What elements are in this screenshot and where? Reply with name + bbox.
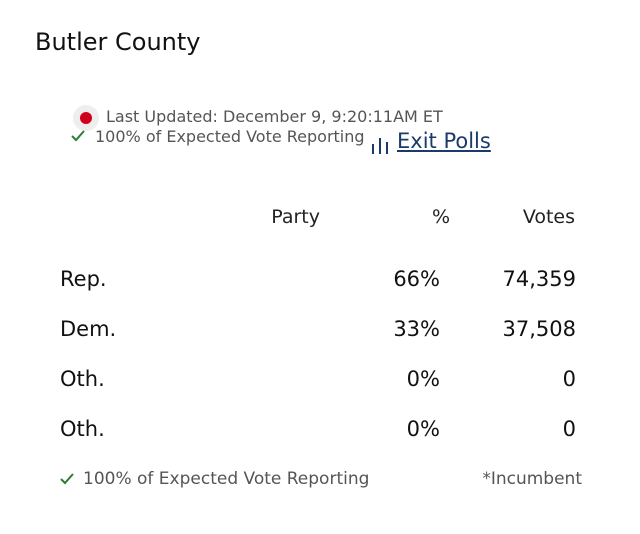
- votes-cell: 74,359: [502, 267, 576, 291]
- party-cell: Rep.: [60, 267, 107, 291]
- votes-cell: 0: [562, 367, 576, 391]
- percent-cell: 0%: [406, 417, 440, 441]
- live-indicator: [73, 105, 99, 131]
- votes-cell: 37,508: [502, 317, 576, 341]
- exit-polls-link[interactable]: Exit Polls: [397, 129, 491, 153]
- column-header: %: [431, 206, 450, 228]
- party-cell: Dem.: [60, 317, 117, 341]
- percent-cell: 33%: [393, 317, 440, 341]
- check-icon: [60, 473, 74, 485]
- check-icon: [71, 130, 85, 142]
- votes-cell: 0: [562, 417, 576, 441]
- party-cell: Oth.: [60, 367, 105, 391]
- last-updated: Last Updated: December 9, 9:20:11AM ET: [106, 107, 443, 126]
- county-title: Butler County: [35, 28, 201, 56]
- exit-polls-icon: [372, 138, 388, 154]
- percent-cell: 0%: [406, 367, 440, 391]
- column-header: Party: [271, 206, 320, 228]
- column-header: Votes: [522, 206, 575, 228]
- percent-cell: 66%: [393, 267, 440, 291]
- footer-reporting: 100% of Expected Vote Reporting: [83, 469, 370, 489]
- reporting-status: 100% of Expected Vote Reporting: [95, 127, 365, 146]
- party-cell: Oth.: [60, 417, 105, 441]
- incumbent-note: *Incumbent: [482, 469, 582, 489]
